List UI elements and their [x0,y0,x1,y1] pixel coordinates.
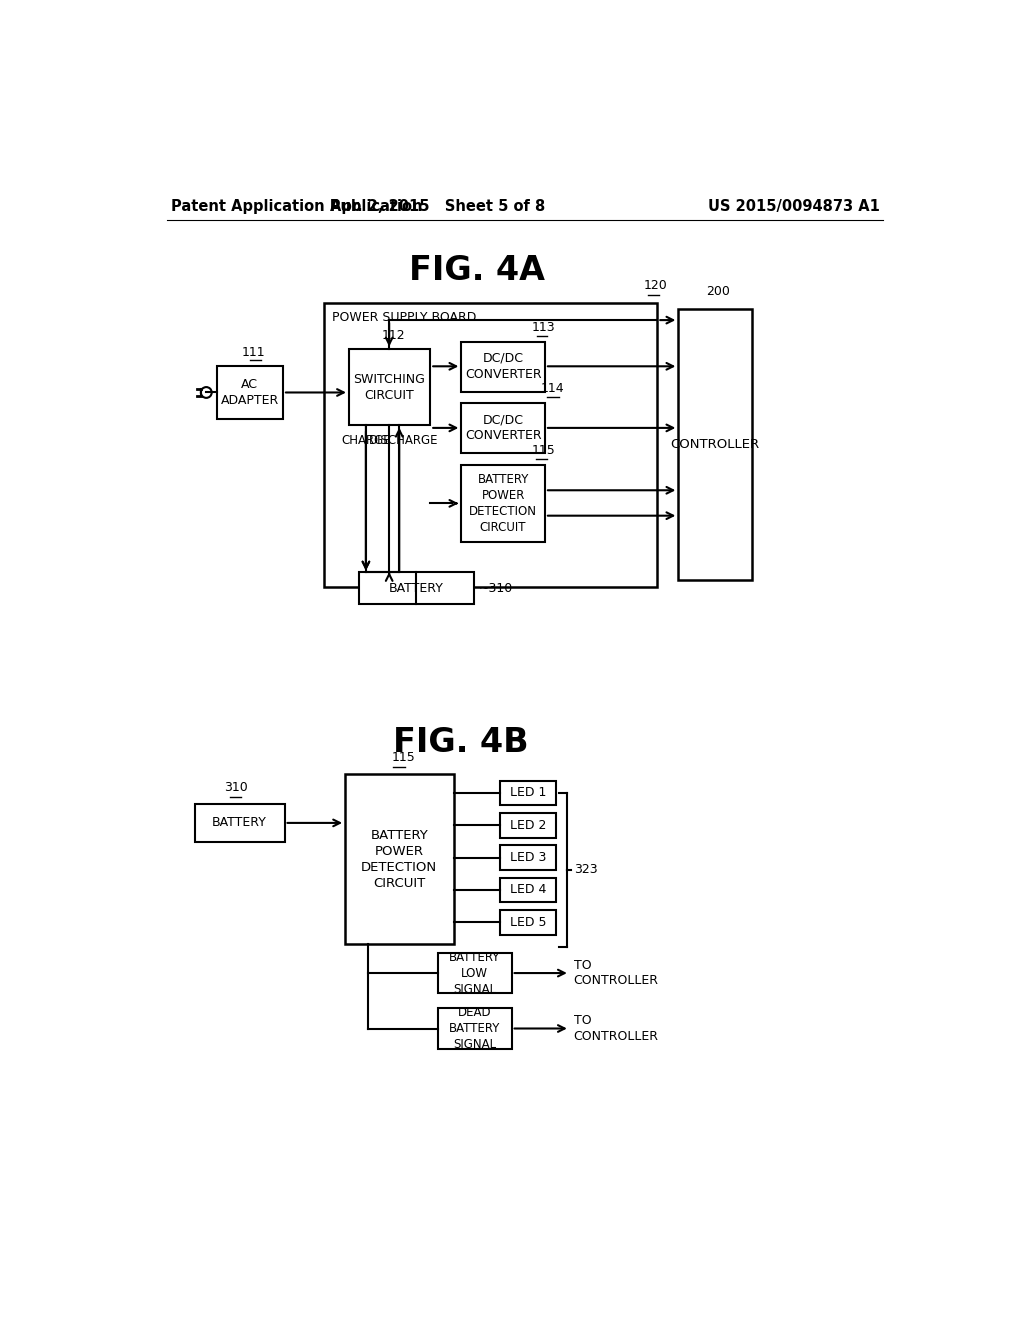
Text: Apr. 2, 2015   Sheet 5 of 8: Apr. 2, 2015 Sheet 5 of 8 [331,198,546,214]
Bar [217,367,283,418]
Bar [500,780,556,805]
Text: TO
CONTROLLER: TO CONTROLLER [573,960,658,987]
Text: US 2015/0094873 A1: US 2015/0094873 A1 [708,198,880,214]
Text: ~310: ~310 [478,582,513,594]
Text: FIG. 4B: FIG. 4B [393,726,529,759]
Bar [324,304,657,586]
Text: LED 1: LED 1 [510,787,546,800]
Bar [500,845,556,870]
Text: AC
ADAPTER: AC ADAPTER [220,378,279,407]
Text: 115: 115 [531,444,555,457]
Text: 310: 310 [224,781,248,795]
Bar [349,350,430,425]
Text: DC/DC
CONVERTER: DC/DC CONVERTER [465,352,542,380]
Bar [500,909,556,935]
Text: BATTERY
LOW
SIGNAL: BATTERY LOW SIGNAL [449,950,500,995]
Text: BATTERY: BATTERY [389,582,443,594]
Text: 115: 115 [391,751,415,763]
Text: DC/DC
CONVERTER: DC/DC CONVERTER [465,413,542,442]
Bar [345,775,454,944]
Bar [461,465,545,543]
Text: LED 5: LED 5 [510,916,546,929]
Text: TO
CONTROLLER: TO CONTROLLER [573,1015,658,1043]
Text: SWITCHING
CIRCUIT: SWITCHING CIRCUIT [353,372,425,401]
Bar [678,309,752,581]
Bar [438,1008,512,1048]
Bar [461,404,545,453]
Text: DEAD
BATTERY
SIGNAL: DEAD BATTERY SIGNAL [449,1006,500,1051]
Text: 114: 114 [541,383,564,396]
Bar [196,804,285,842]
Text: Patent Application Publication: Patent Application Publication [171,198,422,214]
Text: BATTERY
POWER
DETECTION
CIRCUIT: BATTERY POWER DETECTION CIRCUIT [469,473,538,533]
Text: 112: 112 [381,329,404,342]
Text: BATTERY: BATTERY [212,816,267,829]
Text: 323: 323 [574,863,598,876]
Text: 120: 120 [644,280,668,292]
Text: 113: 113 [531,321,555,334]
Text: 200: 200 [707,285,730,298]
Text: DISCHARGE: DISCHARGE [369,434,438,446]
Text: FIG. 4A: FIG. 4A [409,253,545,286]
Bar [461,342,545,392]
Bar [500,878,556,903]
Text: 111: 111 [242,346,265,359]
Text: CONTROLLER: CONTROLLER [670,438,759,451]
Text: BATTERY
POWER
DETECTION
CIRCUIT: BATTERY POWER DETECTION CIRCUIT [361,829,437,890]
Text: CHARGE: CHARGE [341,434,391,446]
Text: LED 4: LED 4 [510,883,546,896]
Text: LED 3: LED 3 [510,851,546,865]
Text: LED 2: LED 2 [510,818,546,832]
Bar [438,953,512,993]
Text: POWER SUPPLY BOARD: POWER SUPPLY BOARD [332,310,476,323]
Bar [359,572,474,605]
Bar [500,813,556,838]
